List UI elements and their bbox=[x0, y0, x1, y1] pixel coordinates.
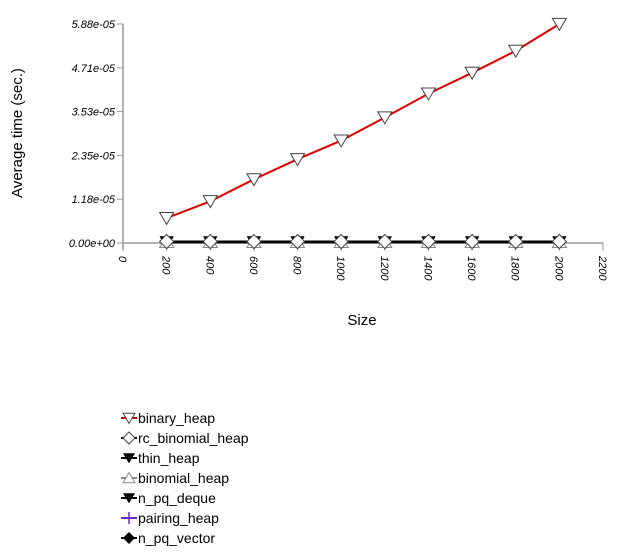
y-tick-label: 1.18e-05 bbox=[72, 194, 116, 206]
legend-marker-icon bbox=[123, 512, 135, 524]
legend-label: n_pq_vector bbox=[138, 530, 215, 546]
x-tick-label: 1800 bbox=[509, 256, 521, 281]
x-axis-label: Size bbox=[347, 312, 376, 329]
legend-marker-icon bbox=[122, 471, 136, 484]
series-rc_binomial_heap bbox=[158, 233, 568, 250]
legend-marker-icon bbox=[123, 532, 135, 544]
x-tick-label: 1200 bbox=[378, 256, 390, 281]
data-point-binary_heap bbox=[551, 17, 568, 32]
legend-marker-icon bbox=[122, 412, 136, 425]
legend-marker-icon bbox=[123, 493, 135, 504]
x-tick-label: 400 bbox=[203, 256, 215, 275]
data-point-rc_binomial_heap bbox=[420, 233, 437, 250]
y-tick-label: 4.71e-05 bbox=[72, 63, 116, 75]
legend-label: binomial_heap bbox=[138, 470, 229, 486]
data-point-binary_heap bbox=[333, 134, 350, 148]
data-point-binary_heap bbox=[246, 173, 262, 187]
legend-label: pairing_heap bbox=[138, 510, 219, 526]
data-point-binary_heap bbox=[464, 66, 480, 81]
series-line-binary_heap bbox=[166, 23, 560, 219]
x-tick-label: 1400 bbox=[421, 256, 433, 281]
axes: 0.00e+00 1.18e-05 2.35e-05 3.53e-05 4.71e-05… bbox=[69, 19, 608, 281]
data-point-binary_heap bbox=[289, 153, 306, 167]
legend-label: binary_heap bbox=[138, 410, 215, 426]
x-tick-label: 800 bbox=[291, 256, 303, 275]
legend-item-n_pq_deque: n_pq_deque bbox=[121, 490, 216, 506]
x-tick-label: 2200 bbox=[596, 255, 608, 281]
data-point-rc_binomial_heap bbox=[333, 233, 349, 250]
legend-label: thin_heap bbox=[138, 450, 200, 466]
data-point-rc_binomial_heap bbox=[551, 233, 568, 250]
legend-item-binomial_heap: binomial_heap bbox=[121, 470, 229, 486]
x-tick-label: 200 bbox=[160, 255, 172, 275]
legend-label: rc_binomial_heap bbox=[138, 430, 249, 446]
x-tick-label: 1000 bbox=[334, 256, 346, 281]
data-point-binary_heap bbox=[420, 87, 437, 101]
legend: binary_heap rc_binomial_heap thin_heapbino… bbox=[121, 410, 249, 546]
y-tick-label: 5.88e-05 bbox=[72, 19, 116, 31]
data-point-rc_binomial_heap bbox=[202, 233, 218, 250]
legend-item-rc_binomial_heap: rc_binomial_heap bbox=[121, 430, 249, 446]
data-point-binary_heap bbox=[507, 44, 524, 59]
legend-marker-icon bbox=[123, 453, 135, 464]
data-point-rc_binomial_heap bbox=[158, 233, 175, 250]
series-binary_heap bbox=[158, 17, 568, 226]
data-point-binary_heap bbox=[158, 211, 175, 226]
x-tick-label: 0 bbox=[116, 256, 128, 263]
data-point-rc_binomial_heap bbox=[508, 233, 524, 250]
data-point-rc_binomial_heap bbox=[289, 233, 306, 250]
data-point-rc_binomial_heap bbox=[246, 233, 262, 250]
legend-label: n_pq_deque bbox=[138, 490, 216, 506]
x-tick-label: 2000 bbox=[552, 255, 564, 281]
y-axis-label: Average time (sec.) bbox=[9, 68, 26, 198]
y-tick-label: 0.00e+00 bbox=[69, 238, 116, 250]
data-point-binary_heap bbox=[202, 195, 219, 209]
data-point-rc_binomial_heap bbox=[377, 233, 393, 250]
legend-item-pairing_heap: pairing_heap bbox=[121, 510, 219, 526]
x-tick-label: 1600 bbox=[465, 256, 477, 281]
y-tick-label: 3.53e-05 bbox=[72, 107, 116, 119]
legend-item-n_pq_vector: n_pq_vector bbox=[121, 530, 215, 546]
data-point-rc_binomial_heap bbox=[464, 233, 480, 250]
legend-item-thin_heap: thin_heap bbox=[121, 450, 200, 466]
x-tick-label: 600 bbox=[247, 256, 259, 275]
legend-item-binary_heap: binary_heap bbox=[121, 410, 215, 426]
legend-marker-icon bbox=[122, 431, 136, 445]
plot-area bbox=[158, 17, 568, 250]
y-tick-label: 2.35e-05 bbox=[71, 150, 116, 162]
data-point-binary_heap bbox=[376, 111, 393, 125]
